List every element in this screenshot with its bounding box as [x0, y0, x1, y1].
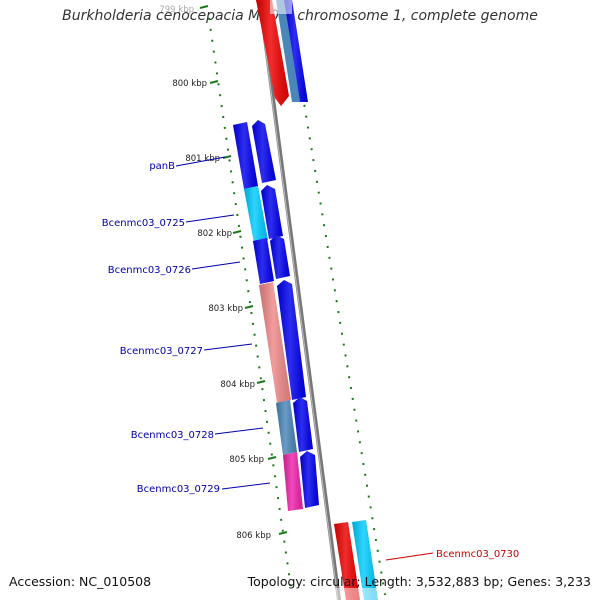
- gene-label-panB[interactable]: panB: [149, 161, 175, 172]
- tick-marks: [199, 5, 288, 535]
- map-title: Burkholderia cenocepacia MC0-3 chromosom…: [62, 8, 538, 24]
- feature-0726-left[interactable]: [253, 238, 274, 284]
- feature-0728-right-arrow[interactable]: [293, 397, 313, 452]
- chromosome-backbone-highlight: [258, 0, 339, 600]
- tick-label-804: 804 kbp: [220, 380, 255, 390]
- outer-dotted-guide: [289, 17, 386, 596]
- feature-top-red[interactable]: [256, 0, 289, 106]
- feature-pan-left[interactable]: [233, 122, 258, 189]
- feature-0725-left[interactable]: [244, 186, 268, 243]
- feature-top-blue[interactable]: [284, 0, 308, 102]
- feature-pan-right-arrow[interactable]: [252, 120, 276, 183]
- feature-0728-left[interactable]: [276, 400, 297, 455]
- feature-top-highlight: [270, 0, 292, 14]
- gene-leader-lines: [175, 156, 271, 490]
- gene-label-0729[interactable]: Bcenmc03_0729: [137, 484, 220, 495]
- genome-summary-text: Topology: circular; Length: 3,532,883 bp…: [247, 574, 591, 589]
- tick-label-806: 806 kbp: [236, 531, 271, 541]
- gene-label-0728[interactable]: Bcenmc03_0728: [131, 430, 214, 441]
- tick-label-803: 803 kbp: [208, 304, 243, 314]
- feature-bottom-highlight: [330, 588, 380, 600]
- feature-0729-right-arrow[interactable]: [300, 451, 319, 508]
- tick-label-801: 801 kbp: [185, 154, 220, 164]
- feature-0727-right-arrow[interactable]: [277, 280, 306, 400]
- feature-0727-left[interactable]: [259, 282, 291, 403]
- gene-label-0725[interactable]: Bcenmc03_0725: [102, 218, 185, 229]
- gene-label-0726[interactable]: Bcenmc03_0726: [108, 265, 191, 276]
- tick-label-799: 799 kbp: [159, 5, 194, 15]
- tick-label-800: 800 kbp: [172, 79, 207, 89]
- tick-label-805: 805 kbp: [229, 455, 264, 465]
- tick-label-802: 802 kbp: [197, 229, 232, 239]
- chromosome-backbone: [258, 0, 341, 600]
- feature-top-steel[interactable]: [276, 0, 300, 102]
- feature-0729-left[interactable]: [283, 452, 303, 511]
- feature-0726-right-arrow[interactable]: [270, 235, 290, 279]
- feature-0730-red[interactable]: [334, 522, 360, 600]
- feature-0725-right-arrow[interactable]: [261, 185, 283, 239]
- inner-dotted-guide: [208, 17, 293, 596]
- gene-leader-line-0730: [385, 552, 434, 561]
- feature-0730-light-blue[interactable]: [352, 520, 378, 600]
- gene-label-0727[interactable]: Bcenmc03_0727: [120, 346, 203, 357]
- gene-label-0730[interactable]: Bcenmc03_0730: [436, 549, 519, 560]
- accession-text: Accession: NC_010508: [9, 574, 152, 589]
